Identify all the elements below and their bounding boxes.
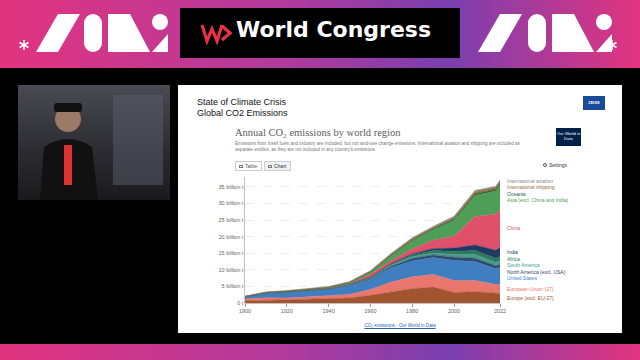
svg-text:China: China: [507, 225, 520, 231]
svg-text:10 billion t: 10 billion t: [219, 267, 244, 273]
svg-text:0 t: 0 t: [237, 300, 244, 306]
svg-text:30 billion t: 30 billion t: [219, 200, 244, 206]
svg-text:1920: 1920: [281, 308, 293, 314]
svg-text:Oceania: Oceania: [507, 191, 526, 197]
svg-text:35 billion t: 35 billion t: [219, 184, 244, 190]
svg-text:European Union (27): European Union (27): [507, 286, 554, 292]
svg-text:Europe (excl. EU-27): Europe (excl. EU-27): [507, 295, 554, 301]
svg-text:20 billion t: 20 billion t: [219, 234, 244, 240]
html-text:Settings: Settings: [549, 162, 568, 168]
html-text:World Congress: World Congress: [236, 17, 431, 42]
svg-text:International shipping: International shipping: [507, 184, 555, 190]
html-text:Global CO2 Emissions: Global CO2 Emissions: [197, 108, 288, 118]
svg-text:1940: 1940: [322, 308, 334, 314]
svg-text:15 billion t: 15 billion t: [219, 250, 244, 256]
html-text:Chart: Chart: [274, 163, 287, 169]
html-text:Our World in Data: Our World in Data: [556, 131, 581, 141]
svg-text:1960: 1960: [364, 308, 376, 314]
svg-text:North America (excl. USA): North America (excl. USA): [507, 269, 566, 275]
svg-text:United States: United States: [507, 275, 538, 281]
svg-text:5 billion t: 5 billion t: [222, 283, 244, 289]
svg-text:India: India: [507, 249, 518, 255]
svg-text:1900: 1900: [239, 308, 251, 314]
svg-text:Asia (excl. China and India): Asia (excl. China and India): [507, 197, 568, 203]
svg-text:South America: South America: [507, 262, 540, 268]
html-text:Annual CO₂ emissions by world: Annual CO₂ emissions by world region: [235, 127, 401, 138]
svg-text:Africa: Africa: [507, 256, 520, 262]
svg-text:2000: 2000: [448, 308, 460, 314]
html-text:ZEISS: ZEISS: [588, 100, 600, 105]
html-text:Emissions from fossil fuels an: Emissions from fossil fuels and industry…: [235, 141, 520, 152]
html-text:CO₂ emissions - Our World in D: CO₂ emissions - Our World in Data: [364, 323, 436, 328]
svg-text:1980: 1980: [406, 308, 418, 314]
html-text:Table: Table: [245, 163, 257, 169]
html-text:State of Climate Crisis: State of Climate Crisis: [197, 97, 286, 107]
svg-text:2022: 2022: [494, 308, 506, 314]
svg-text:25 billion t: 25 billion t: [219, 217, 244, 223]
svg-text:International aviation: International aviation: [507, 178, 553, 184]
